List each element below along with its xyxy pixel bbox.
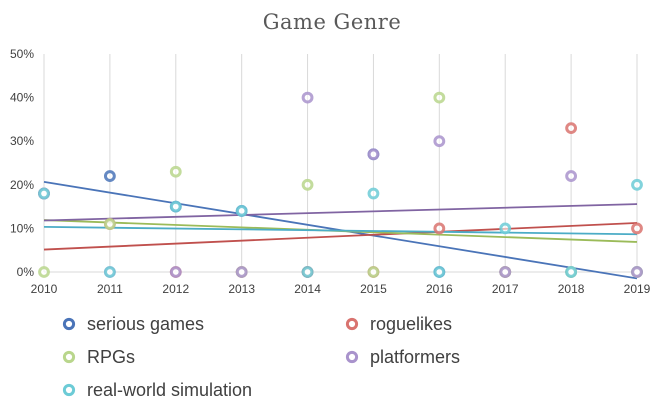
x-tick-label: 2013 <box>228 282 255 296</box>
legend-label: real-world simulation <box>87 380 252 400</box>
y-tick-label: 0% <box>17 265 35 279</box>
y-tick-label: 50% <box>10 47 34 61</box>
point-rpgs <box>169 165 182 178</box>
point-rpgs <box>433 91 446 104</box>
point-platformers <box>499 266 512 278</box>
legend: serious games roguelikes RPGs platformers re… <box>62 314 460 400</box>
point-real-world-simulation <box>103 266 116 278</box>
x-tick-label: 2018 <box>558 282 585 296</box>
point-rpgs <box>103 218 116 230</box>
point-real-world-simulation <box>38 187 50 200</box>
point-real-world-simulation <box>565 266 578 278</box>
point-platformers <box>169 266 182 278</box>
point-platformers <box>235 266 248 278</box>
y-tick-label: 20% <box>10 178 34 192</box>
x-tick-label: 2016 <box>426 282 453 296</box>
legend-label: RPGs <box>87 347 135 367</box>
x-tick-label: 2011 <box>97 282 123 296</box>
point-platformers <box>367 148 380 161</box>
point-real-world-simulation <box>433 266 446 278</box>
point-platformers <box>433 135 446 148</box>
legend-label: roguelikes <box>370 314 452 334</box>
point-platformers <box>631 266 643 278</box>
legend-marker <box>345 317 359 331</box>
legend-item-real-world-simulation: real-world simulation <box>62 380 252 400</box>
point-platformers <box>565 170 578 182</box>
legend-item-platformers: platformers <box>345 347 460 367</box>
trendlines <box>43 180 638 280</box>
axis-labels: 2010 2011 2012 2013 2014 2015 2016 2017 2018 2019… <box>10 47 651 296</box>
point-rpgs <box>367 266 380 278</box>
trendline-roguelikes <box>43 222 638 251</box>
point-rpgs <box>301 178 314 191</box>
x-tick-label: 2014 <box>294 282 321 296</box>
x-tick-label: 2010 <box>31 282 58 296</box>
data-points <box>38 91 643 278</box>
legend-label: platformers <box>370 347 460 367</box>
point-real-world-simulation <box>631 178 643 191</box>
y-tick-label: 10% <box>10 221 34 235</box>
point-roguelikes <box>565 122 578 135</box>
y-tick-label: 40% <box>10 91 34 105</box>
y-tick-label: 30% <box>10 134 34 148</box>
point-platformers <box>301 91 314 104</box>
chart-title: Game Genre <box>263 10 402 34</box>
x-tick-label: 2012 <box>162 282 189 296</box>
legend-item-serious-games: serious games <box>62 314 204 334</box>
trendline-real-world-simulation <box>43 225 638 236</box>
legend-item-rpgs: RPGs <box>62 347 135 367</box>
legend-marker <box>62 383 76 397</box>
x-tick-label: 2019 <box>624 282 651 296</box>
point-rpgs <box>38 266 50 278</box>
legend-marker <box>345 350 359 364</box>
legend-label: serious games <box>87 314 204 334</box>
point-real-world-simulation <box>301 266 314 278</box>
point-real-world-simulation <box>169 200 182 213</box>
legend-marker <box>62 317 76 331</box>
legend-item-roguelikes: roguelikes <box>345 314 452 334</box>
point-real-world-simulation <box>367 187 380 200</box>
legend-marker <box>62 350 76 364</box>
point-serious-games <box>103 170 116 182</box>
gridlines <box>43 54 638 273</box>
point-real-world-simulation <box>499 222 512 235</box>
point-real-world-simulation <box>235 205 248 217</box>
trendline-platformers <box>43 203 638 222</box>
point-roguelikes <box>631 222 643 235</box>
point-roguelikes <box>433 222 446 235</box>
x-tick-label: 2017 <box>492 282 519 296</box>
x-tick-label: 2015 <box>360 282 387 296</box>
